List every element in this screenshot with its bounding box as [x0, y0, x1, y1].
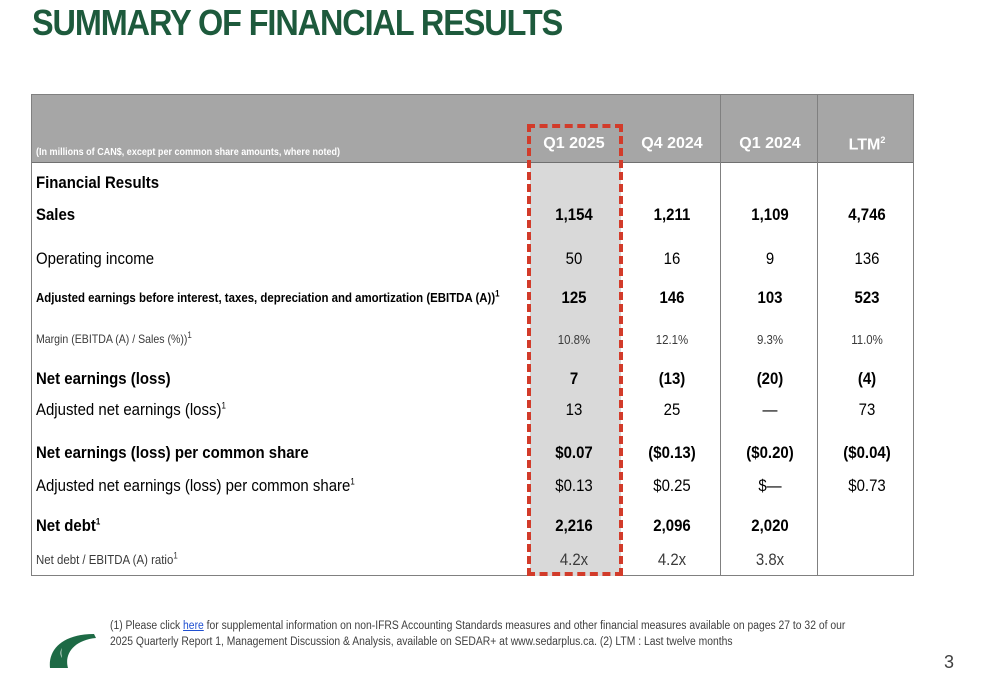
table-cell: 4.2x — [559, 550, 589, 569]
table-cell: 2,096 — [653, 516, 691, 535]
table-cell: 4,746 — [848, 205, 886, 224]
table-cell: 9 — [765, 249, 775, 268]
section-heading: Financial Results — [36, 173, 160, 192]
table-cell: $0.13 — [555, 476, 593, 495]
table-cell: 1,154 — [555, 205, 593, 224]
column-header-q1-2025: Q1 2025 — [543, 135, 605, 152]
column-header-q4-2024: Q4 2024 — [641, 135, 703, 152]
company-logo-icon — [44, 628, 100, 670]
page-title: SUMMARY OF FINANCIAL RESULTS — [32, 2, 563, 43]
table-cell: 3.8x — [755, 550, 785, 569]
q1-2025-highlight-box — [527, 124, 623, 576]
row-label: Operating income — [36, 249, 155, 268]
table-cell: 1,109 — [751, 205, 789, 224]
row-label: Adjusted earnings before interest, taxes… — [36, 288, 500, 305]
table-cell: 16 — [663, 249, 681, 268]
row-label: Net earnings (loss) — [36, 369, 171, 388]
table-cell: $0.07 — [555, 443, 593, 462]
column-header-ltm: LTM2 — [848, 135, 886, 154]
footnote: (1) Please click here for supplemental i… — [110, 620, 846, 648]
table-cell: ($0.04) — [843, 443, 891, 462]
row-label: Net debt / EBITDA (A) ratio1 — [36, 550, 178, 567]
units-note: (In millions of CAN$, except per common … — [36, 146, 341, 158]
supplemental-info-link[interactable]: here — [183, 620, 204, 632]
table-cell: 10.8% — [557, 332, 591, 347]
table-cell: — — [762, 400, 778, 419]
table-cell: $0.73 — [848, 476, 886, 495]
row-label: Adjusted net earnings (loss) per common … — [36, 476, 355, 495]
table-cell: 13 — [565, 400, 583, 419]
table-cell: ($0.13) — [648, 443, 696, 462]
column-header-q1-2024: Q1 2024 — [739, 135, 801, 152]
table-cell: 136 — [854, 249, 880, 268]
table-cell: 4.2x — [657, 550, 687, 569]
table-cell: (4) — [857, 369, 877, 388]
table-cell: 73 — [858, 400, 876, 419]
table-cell: (20) — [756, 369, 784, 388]
table-cell: 12.1% — [655, 332, 689, 347]
page-number: 3 — [944, 652, 955, 672]
table-cell: 7 — [569, 369, 579, 388]
row-label: Margin (EBITDA (A) / Sales (%))1 — [36, 330, 192, 347]
table-cell: 103 — [757, 288, 783, 307]
table-cell: (13) — [658, 369, 686, 388]
table-cell: 11.0% — [851, 332, 883, 347]
highlighted-column-shade — [530, 128, 621, 576]
row-label: Sales — [36, 205, 76, 224]
table-cell: 50 — [565, 249, 583, 268]
column-divider — [817, 95, 818, 575]
table-cell: $0.25 — [653, 476, 691, 495]
table-cell: 2,216 — [555, 516, 593, 535]
table-cell: 9.3% — [756, 332, 784, 347]
row-label: Adjusted net earnings (loss)1 — [36, 400, 226, 419]
table-header: (In millions of CAN$, except per common … — [32, 95, 913, 163]
row-label: Net earnings (loss) per common share — [36, 443, 309, 462]
table-cell: 523 — [854, 288, 880, 307]
table-cell: 125 — [561, 288, 587, 307]
table-cell: 25 — [663, 400, 681, 419]
financial-results-table: (In millions of CAN$, except per common … — [31, 94, 914, 576]
table-cell: $— — [758, 476, 782, 495]
table-cell: 146 — [659, 288, 685, 307]
table-cell: 1,211 — [653, 205, 691, 224]
column-divider — [720, 95, 721, 575]
table-cell: ($0.20) — [746, 443, 794, 462]
row-label: Net debt1 — [36, 516, 101, 535]
table-cell: 2,020 — [751, 516, 789, 535]
